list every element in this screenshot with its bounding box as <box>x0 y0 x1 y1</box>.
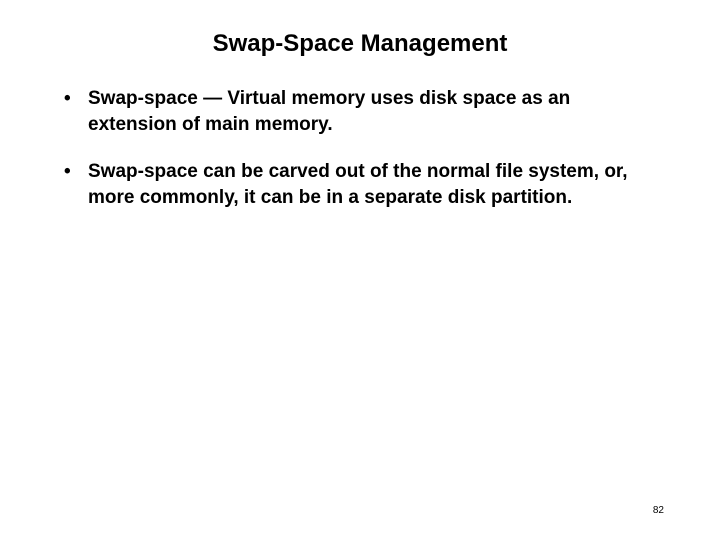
slide-container: Swap-Space Management • Swap-space — Vir… <box>0 0 720 540</box>
slide-title: Swap-Space Management <box>60 30 660 58</box>
bullet-icon: • <box>60 86 88 112</box>
list-item: • Swap-space can be carved out of the no… <box>60 159 660 210</box>
page-number: 82 <box>653 505 664 516</box>
bullet-list: • Swap-space — Virtual memory uses disk … <box>60 86 660 211</box>
bullet-text: Swap-space — Virtual memory uses disk sp… <box>88 86 660 137</box>
bullet-text: Swap-space can be carved out of the norm… <box>88 159 660 210</box>
bullet-icon: • <box>60 159 88 185</box>
list-item: • Swap-space — Virtual memory uses disk … <box>60 86 660 137</box>
